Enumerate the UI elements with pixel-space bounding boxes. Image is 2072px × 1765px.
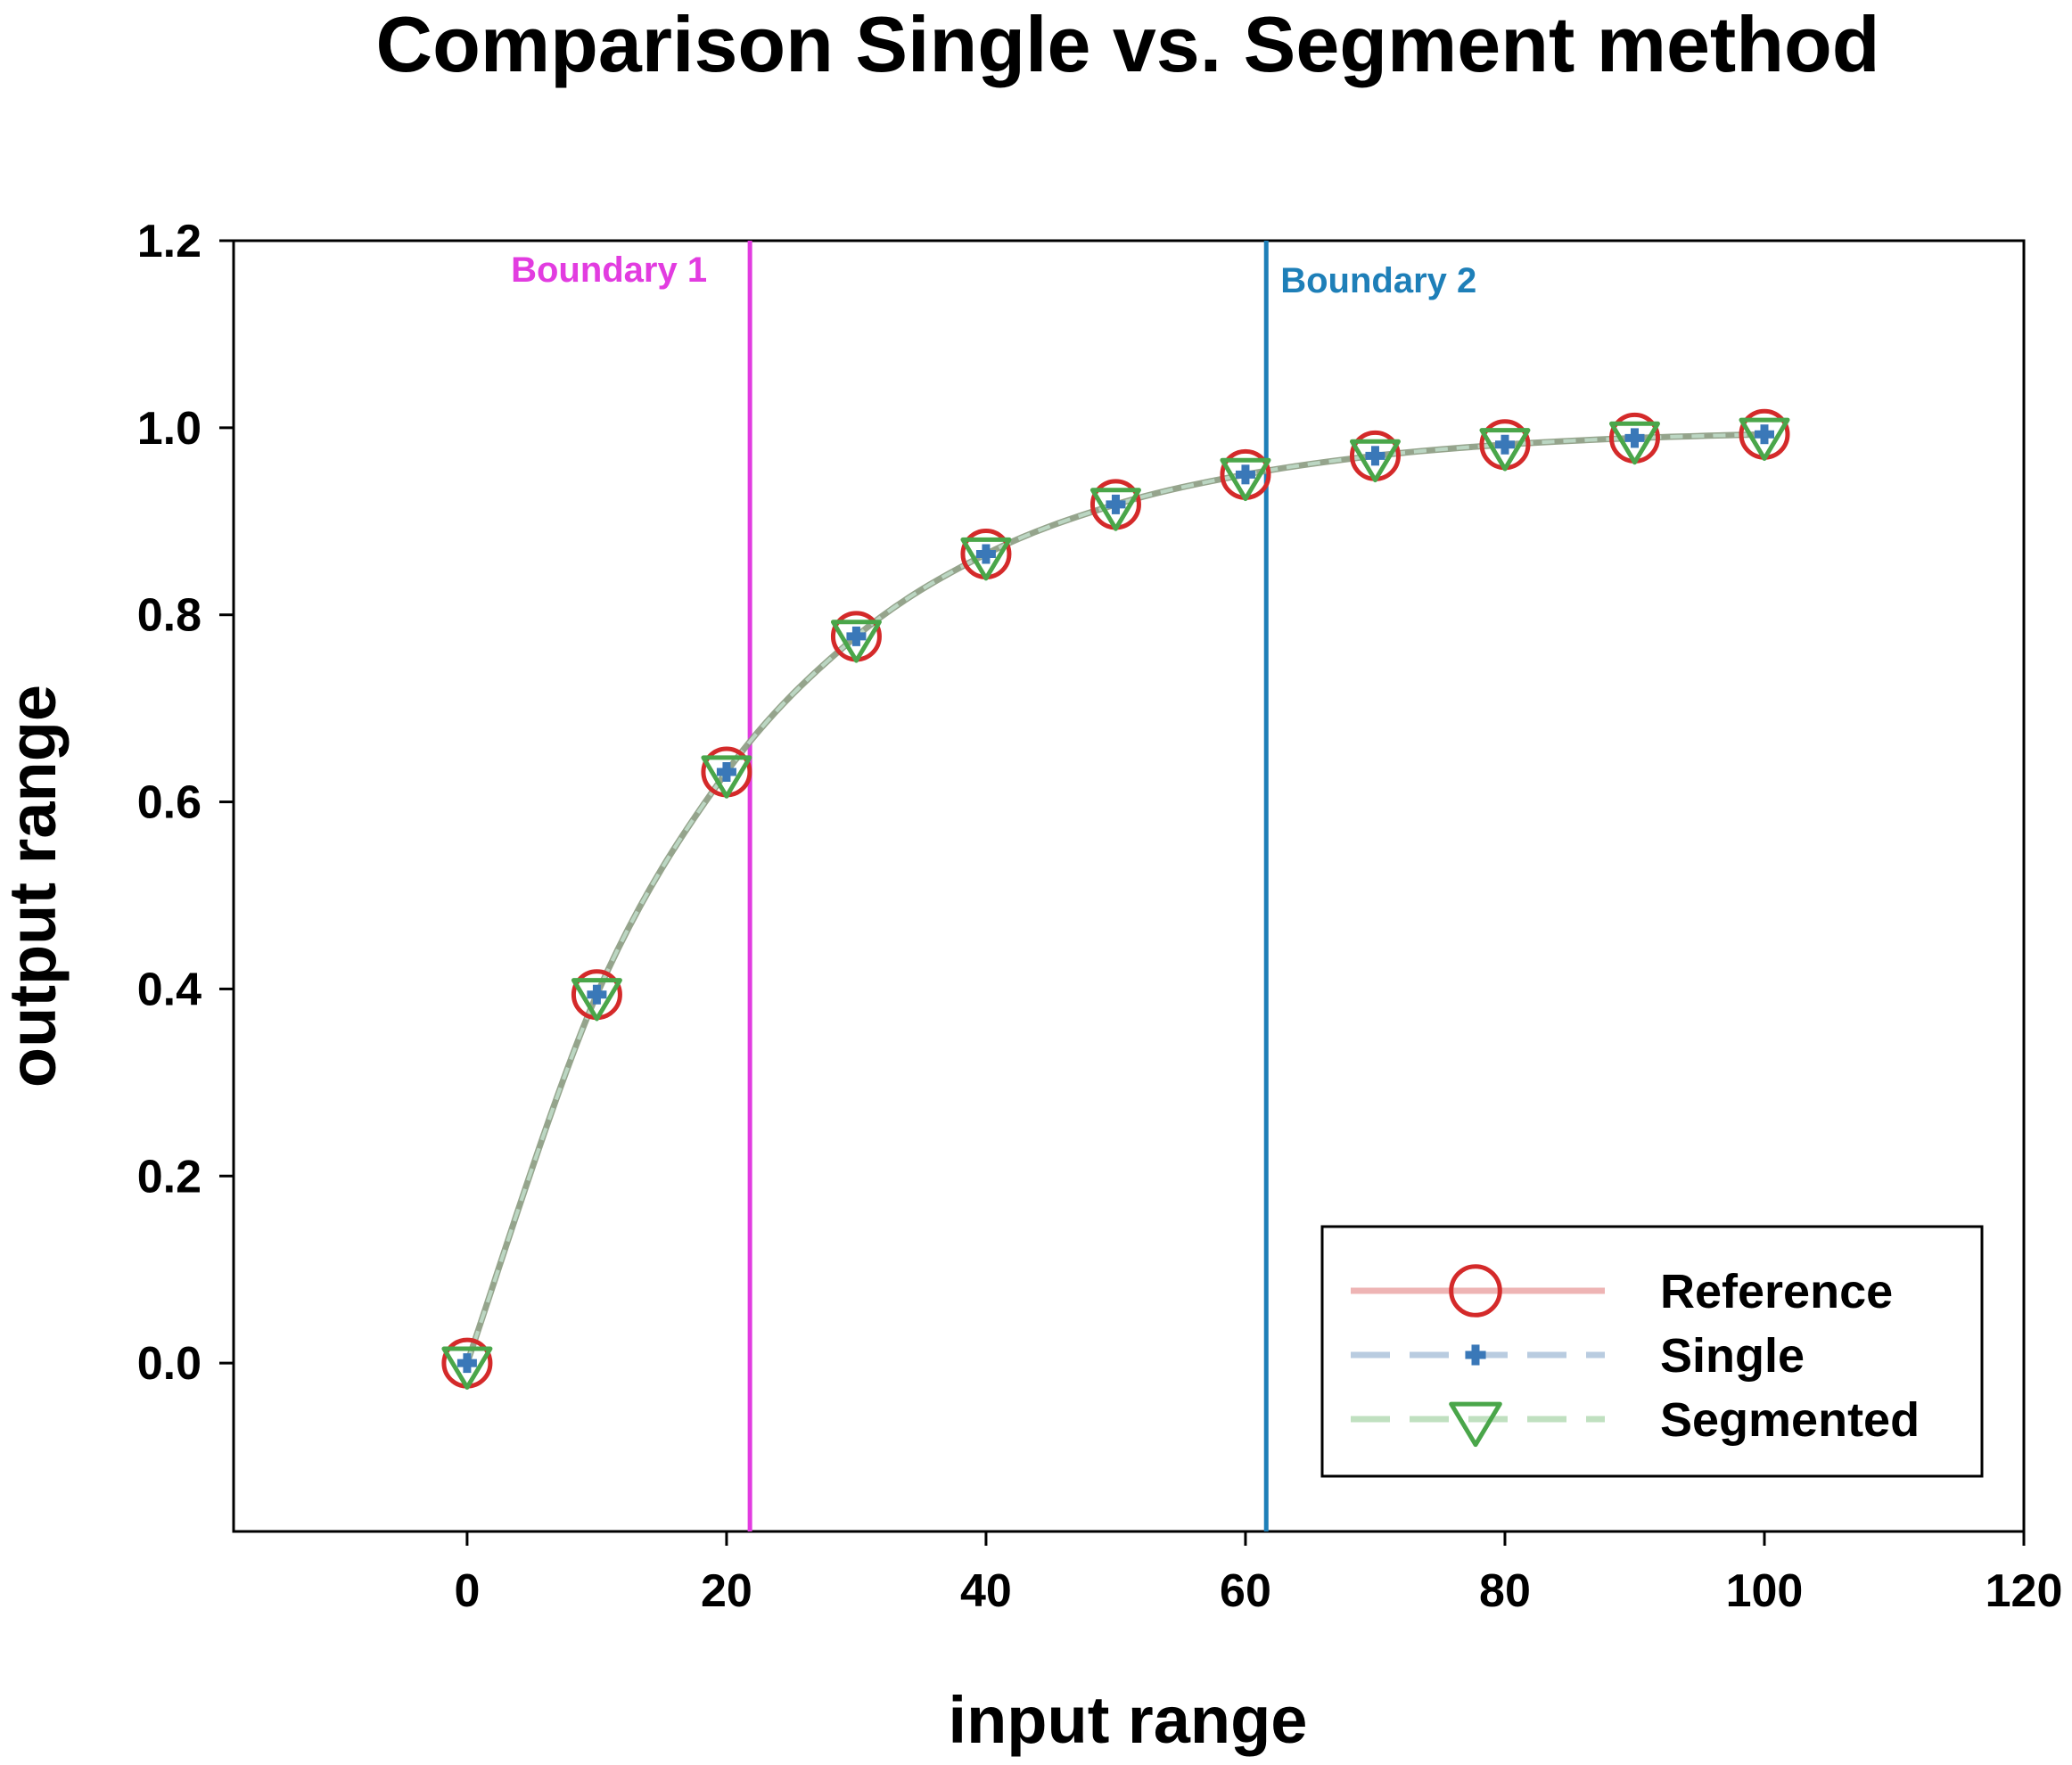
y-tick-label: 0.2	[137, 1151, 201, 1203]
plot-area: Boundary 1 Boundary 2	[232, 239, 2026, 1533]
marker-segmented	[1220, 457, 1271, 502]
legend-label-single: Single	[1660, 1329, 1805, 1383]
series-line-reference	[464, 431, 1765, 1365]
x-tick-label: 0	[454, 1565, 480, 1617]
marker-single	[846, 626, 867, 646]
legend-marker-reference	[1449, 1264, 1502, 1318]
series-line-single	[465, 432, 1765, 1364]
chart-title: Comparison Single vs. Segment method	[376, 0, 1880, 88]
legend-label-reference: Reference	[1660, 1265, 1893, 1318]
y-axis-label: output range	[0, 685, 70, 1088]
series-line-segmented	[465, 432, 1765, 1364]
y-tick-label: 1.0	[137, 403, 201, 455]
marker-segmented	[960, 537, 1012, 581]
marker-single	[587, 984, 607, 1005]
marker-segmented	[571, 978, 622, 1022]
legend-box	[1320, 1225, 1984, 1478]
marker-segmented	[1479, 428, 1531, 472]
marker-single	[1494, 434, 1515, 455]
marker-segmented	[1349, 439, 1401, 483]
marker-segmented	[1089, 488, 1141, 531]
legend: Reference Single Segmented	[1320, 1225, 1984, 1478]
plot-frame	[232, 239, 2026, 1533]
marker-single	[975, 544, 996, 564]
marker-single	[716, 761, 736, 782]
x-tick-label: 100	[1726, 1565, 1804, 1617]
y-tick-label: 0.0	[137, 1338, 201, 1390]
x-tick-label: 60	[1220, 1565, 1271, 1617]
boundary-label: Boundary 1	[511, 250, 707, 290]
marker-segmented	[441, 1346, 493, 1390]
boundary-lines: Boundary 1 Boundary 2	[511, 241, 1476, 1531]
marker-segmented	[830, 620, 882, 663]
x-axis-ticks: 0 20 40 60 80 100 120	[454, 1531, 2062, 1617]
marker-segmented	[1608, 421, 1660, 465]
marker-segmented	[701, 755, 752, 799]
marker-single	[1754, 424, 1774, 445]
legend-label-segmented: Segmented	[1660, 1393, 1920, 1447]
y-tick-label: 1.2	[137, 216, 201, 267]
x-tick-label: 40	[960, 1565, 1012, 1617]
x-tick-label: 120	[1986, 1565, 2063, 1617]
series-markers	[441, 408, 1790, 1390]
series-curves	[464, 431, 1765, 1365]
marker-segmented	[1739, 417, 1790, 461]
y-tick-label: 0.8	[137, 590, 201, 642]
marker-single	[1624, 428, 1645, 448]
marker-single	[456, 1353, 477, 1374]
legend-marker-segmented	[1449, 1401, 1502, 1448]
x-axis-label: input range	[949, 1683, 1308, 1757]
marker-single	[1235, 464, 1255, 485]
marker-single	[1365, 446, 1385, 466]
legend-entries: Reference Single Segmented	[1351, 1264, 1920, 1448]
x-tick-label: 20	[701, 1565, 752, 1617]
y-axis-ticks: 0.0 0.2 0.4 0.6 0.8 1.0 1.2	[137, 216, 234, 1390]
x-tick-label: 80	[1479, 1565, 1531, 1617]
y-tick-label: 0.4	[137, 964, 201, 1015]
y-tick-label: 0.6	[137, 777, 201, 829]
boundary-label: Boundary 2	[1280, 261, 1476, 300]
marker-single	[1106, 494, 1126, 514]
legend-marker-single	[1465, 1344, 1486, 1366]
